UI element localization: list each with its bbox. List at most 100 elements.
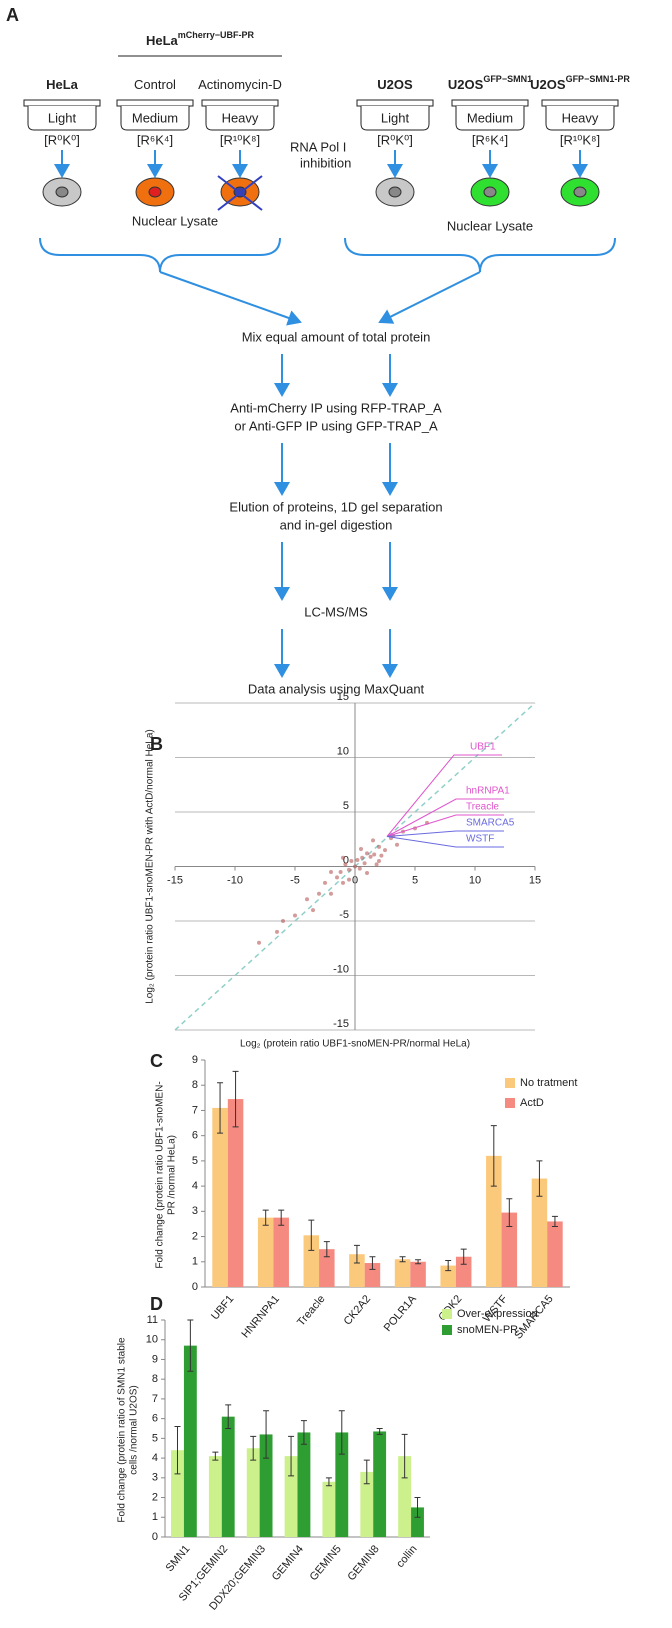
error-bar xyxy=(174,1426,181,1475)
error-bar xyxy=(506,1198,513,1227)
y-tick-label: 7 xyxy=(192,1104,198,1116)
step-text: LC-MS/MS xyxy=(304,604,368,619)
brace xyxy=(344,237,616,273)
point xyxy=(349,859,354,864)
error-bar xyxy=(353,1244,360,1264)
group-title-sup: mCherry−UBF-PR xyxy=(178,30,255,40)
bar xyxy=(364,1263,381,1287)
annotation-line xyxy=(386,830,504,837)
y-tick-label: 4 xyxy=(152,1452,158,1464)
legend-swatch xyxy=(442,1309,452,1319)
dish-label: Light xyxy=(381,110,410,125)
x-tick-label: GEMIN5 xyxy=(308,1543,344,1583)
inhibition-text: RNA Pol I xyxy=(290,139,346,154)
point xyxy=(347,867,351,872)
error-bar xyxy=(551,1215,558,1227)
dish-lid xyxy=(201,99,279,107)
legend-swatch xyxy=(442,1325,452,1335)
error-bar xyxy=(288,1435,295,1477)
x-tick-label: POLR1A xyxy=(382,1293,420,1334)
y-tick-label: 11 xyxy=(147,1314,158,1326)
point xyxy=(374,862,379,867)
bar xyxy=(284,1456,298,1537)
column-title-sup: GFP−SMN1-PR xyxy=(566,74,631,84)
column-title: HeLa xyxy=(46,77,79,92)
error-bar xyxy=(376,1428,383,1435)
y-tick-label: 5 xyxy=(343,800,349,812)
point xyxy=(343,862,348,867)
error-bar xyxy=(369,1256,376,1270)
x-tick-label: GEMIN8 xyxy=(345,1543,381,1583)
dish-label: Heavy xyxy=(562,110,599,125)
step-text: and in-gel digestion xyxy=(280,517,393,532)
bar xyxy=(183,1345,197,1537)
medium-label: [R¹⁰K⁸] xyxy=(220,132,260,147)
bar xyxy=(411,1507,424,1537)
bar xyxy=(410,1261,426,1287)
bar xyxy=(373,1431,387,1537)
cross xyxy=(217,175,263,211)
dish xyxy=(455,106,525,131)
error-bar xyxy=(323,1241,330,1258)
arrow xyxy=(378,271,481,324)
point xyxy=(355,857,360,862)
medium-label: [R⁰K⁰] xyxy=(377,132,413,147)
y-tick-label: 4 xyxy=(192,1180,198,1192)
y-tick-label: 5 xyxy=(152,1432,158,1444)
nucleus xyxy=(55,186,69,198)
error-bar xyxy=(262,1209,269,1226)
step-text: or Anti-GFP IP using GFP-TRAP_A xyxy=(234,418,438,433)
column-title-base: U2OS xyxy=(448,77,484,92)
bar xyxy=(273,1217,289,1287)
y-tick-label: 3 xyxy=(192,1205,198,1217)
annotation: Treacle xyxy=(466,802,499,813)
point xyxy=(368,854,373,859)
dish-label: Medium xyxy=(132,110,178,125)
annotation: UBF1 xyxy=(470,742,496,753)
group-title-base: HeLa xyxy=(146,33,179,48)
point xyxy=(347,877,351,882)
point xyxy=(293,913,297,918)
y-tick-label: 1 xyxy=(192,1256,198,1268)
bar xyxy=(212,1107,228,1287)
legend-label: No tratment xyxy=(520,1077,577,1089)
dish xyxy=(120,106,190,131)
annotation: SMARCA5 xyxy=(466,818,515,829)
step-text: Elution of proteins, 1D gel separation xyxy=(229,499,442,514)
medium-label: [R¹⁰K⁸] xyxy=(560,132,600,147)
lysate-label: Nuclear Lysate xyxy=(132,213,218,228)
x-tick-label: HNRNPA1 xyxy=(239,1293,281,1340)
y-tick-label: 0 xyxy=(192,1281,198,1293)
error-bar xyxy=(363,1459,370,1485)
bar xyxy=(394,1259,411,1287)
legend-swatch xyxy=(505,1098,515,1108)
bar xyxy=(246,1448,260,1537)
panel-label: A xyxy=(6,5,19,25)
point xyxy=(359,847,363,852)
nucleus xyxy=(388,186,402,198)
bar xyxy=(398,1456,412,1537)
point xyxy=(383,848,387,853)
point xyxy=(305,897,309,902)
y-axis-title: Fold change (protein ratio of SMN1 stabl… xyxy=(117,1337,128,1523)
dish-lid xyxy=(541,99,619,107)
annotation-line xyxy=(386,798,504,837)
legend-label: Over-expression xyxy=(457,1308,538,1320)
panel-label: B xyxy=(150,734,163,754)
bar xyxy=(319,1249,335,1287)
y-tick-label: 0 xyxy=(152,1531,158,1543)
medium-label: [R⁶K⁴] xyxy=(472,132,508,147)
column-title-sup: GFP−SMN1 xyxy=(483,74,532,84)
point xyxy=(365,871,369,876)
point xyxy=(338,869,343,874)
y-axis-title: Fold change (protein ratio UBF1-snoMEN- xyxy=(155,1081,166,1268)
y-tick-label: 2 xyxy=(152,1491,158,1503)
error-bar xyxy=(460,1248,467,1265)
bar xyxy=(531,1178,548,1287)
annotation-line xyxy=(386,754,502,837)
x-tick-label: -10 xyxy=(227,874,243,886)
y-tick-label: 2 xyxy=(192,1230,198,1242)
error-bar xyxy=(325,1477,332,1487)
error-bar xyxy=(250,1435,257,1461)
